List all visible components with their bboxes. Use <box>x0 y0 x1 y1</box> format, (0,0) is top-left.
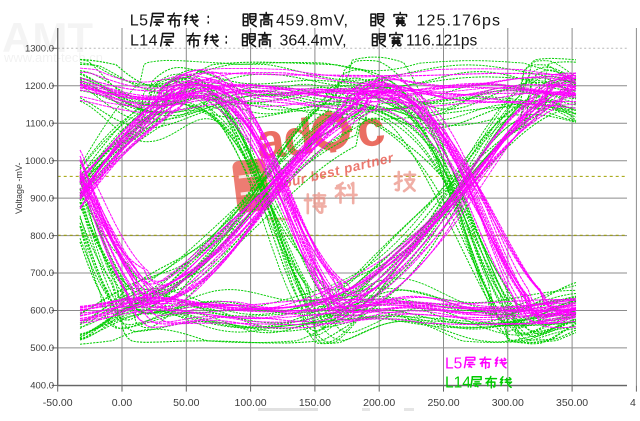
svg-text:200.00: 200.00 <box>363 397 395 409</box>
svg-text:4: 4 <box>630 397 636 409</box>
svg-text:459.8mV,: 459.8mV, <box>276 13 349 30</box>
svg-text:1000.0: 1000.0 <box>25 156 54 167</box>
svg-text:600.0: 600.0 <box>30 306 54 317</box>
svg-text:364.4mV,: 364.4mV, <box>280 32 347 49</box>
svg-text:350.00: 350.00 <box>556 397 588 409</box>
svg-text:1200.0: 1200.0 <box>25 81 54 92</box>
svg-text:Voltage -mV-: Voltage -mV- <box>14 162 24 214</box>
svg-text:0.00: 0.00 <box>112 397 133 409</box>
svg-text:L14: L14 <box>130 32 158 49</box>
svg-text:1100.0: 1100.0 <box>26 118 54 129</box>
svg-text:400.0: 400.0 <box>30 381 54 392</box>
svg-text:-50.00: -50.00 <box>43 397 73 409</box>
svg-text:1300.0: 1300.0 <box>25 44 54 55</box>
svg-text:www.amt-tech.cn: www.amt-tech.cn <box>3 50 103 65</box>
svg-text:L5: L5 <box>130 13 149 30</box>
svg-text:800.0: 800.0 <box>30 231 54 242</box>
svg-text:500.0: 500.0 <box>30 343 54 354</box>
svg-text:100.00: 100.00 <box>235 397 267 409</box>
svg-text:700.0: 700.0 <box>30 268 54 279</box>
svg-text:900.0: 900.0 <box>30 193 54 204</box>
svg-text:150.00: 150.00 <box>299 397 331 409</box>
svg-text:250.00: 250.00 <box>427 397 459 409</box>
svg-text:125.176ps: 125.176ps <box>417 13 502 30</box>
svg-text:AMT: AMT <box>2 14 93 61</box>
svg-text:L5: L5 <box>445 355 462 372</box>
svg-text:116.121ps: 116.121ps <box>406 32 477 49</box>
svg-text:L14: L14 <box>445 375 471 392</box>
svg-text:300.00: 300.00 <box>492 397 524 409</box>
svg-text:50.00: 50.00 <box>173 397 199 409</box>
